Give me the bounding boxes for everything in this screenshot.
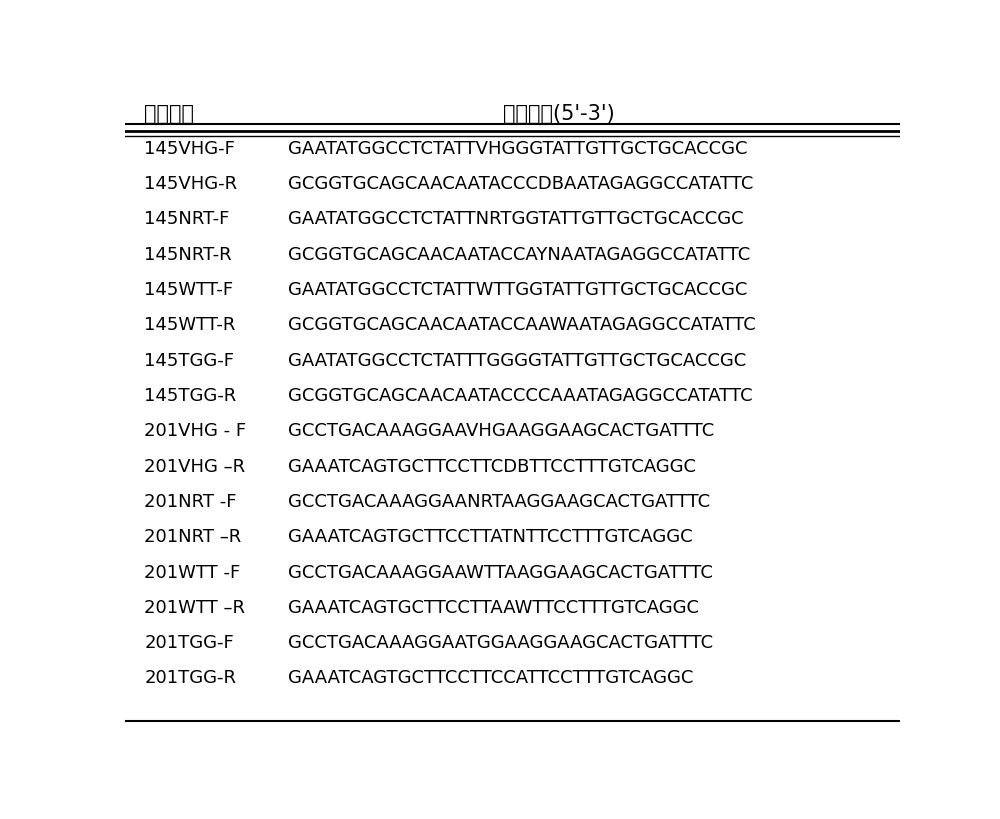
Text: GAAATCAGTGCTTCCTTAAWTTCCTTTGTCAGGC: GAAATCAGTGCTTCCTTAAWTTCCTTTGTCAGGC bbox=[288, 599, 699, 617]
Text: 201TGG-R: 201TGG-R bbox=[144, 669, 236, 687]
Text: 引物名称: 引物名称 bbox=[144, 104, 194, 124]
Text: 201VHG –R: 201VHG –R bbox=[144, 458, 246, 476]
Text: GCGGTGCAGCAACAATACCAYNAATAGAGGCCATATTC: GCGGTGCAGCAACAATACCAYNAATAGAGGCCATATTC bbox=[288, 246, 750, 264]
Text: 145VHG-F: 145VHG-F bbox=[144, 140, 235, 158]
Text: GAAATCAGTGCTTCCTTATNTTCCTTTGTCAGGC: GAAATCAGTGCTTCCTTATNTTCCTTTGTCAGGC bbox=[288, 528, 692, 546]
Text: GAAATCAGTGCTTCCTTCDBTTCCTTTGTCAGGC: GAAATCAGTGCTTCCTTCDBTTCCTTTGTCAGGC bbox=[288, 458, 696, 476]
Text: GAAATCAGTGCTTCCTTCCATTCCTTTGTCAGGC: GAAATCAGTGCTTCCTTCCATTCCTTTGTCAGGC bbox=[288, 669, 693, 687]
Text: 201NRT –R: 201NRT –R bbox=[144, 528, 242, 546]
Text: GCCTGACAAAGGAAVHGAAGGAAGCACTGATTTC: GCCTGACAAAGGAAVHGAAGGAAGCACTGATTTC bbox=[288, 423, 714, 441]
Text: 引物序列(5'-3'): 引物序列(5'-3') bbox=[503, 104, 615, 124]
Text: 145NRT-R: 145NRT-R bbox=[144, 246, 232, 264]
Text: GAATATGGCCTCTATTWTTGGTATTGTTGCTGCACCGC: GAATATGGCCTCTATTWTTGGTATTGTTGCTGCACCGC bbox=[288, 281, 747, 299]
Text: GCCTGACAAAGGAAWTTAAGGAAGCACTGATTTC: GCCTGACAAAGGAAWTTAAGGAAGCACTGATTTC bbox=[288, 563, 713, 581]
Text: 201WTT -F: 201WTT -F bbox=[144, 563, 241, 581]
Text: 201NRT -F: 201NRT -F bbox=[144, 493, 237, 511]
Text: 145WTT-F: 145WTT-F bbox=[144, 281, 234, 299]
Text: 201VHG - F: 201VHG - F bbox=[144, 423, 246, 441]
Text: GCGGTGCAGCAACAATACCCDBAATAGAGGCCATATTC: GCGGTGCAGCAACAATACCCDBAATAGAGGCCATATTC bbox=[288, 175, 753, 193]
Text: GAATATGGCCTCTATTTGGGGTATTGTTGCTGCACCGC: GAATATGGCCTCTATTTGGGGTATTGTTGCTGCACCGC bbox=[288, 351, 746, 369]
Text: GCGGTGCAGCAACAATACCAAWAATAGAGGCCATATTC: GCGGTGCAGCAACAATACCAAWAATAGAGGCCATATTC bbox=[288, 316, 756, 334]
Text: GCCTGACAAAGGAANRTAAGGAAGCACTGATTTC: GCCTGACAAAGGAANRTAAGGAAGCACTGATTTC bbox=[288, 493, 710, 511]
Text: 145TGG-F: 145TGG-F bbox=[144, 351, 234, 369]
Text: 201WTT –R: 201WTT –R bbox=[144, 599, 245, 617]
Text: GAATATGGCCTCTATTNRTGGTATTGTTGCTGCACCGC: GAATATGGCCTCTATTNRTGGTATTGTTGCTGCACCGC bbox=[288, 210, 743, 229]
Text: 145WTT-R: 145WTT-R bbox=[144, 316, 236, 334]
Text: 145TGG-R: 145TGG-R bbox=[144, 387, 237, 405]
Text: 145VHG-R: 145VHG-R bbox=[144, 175, 238, 193]
Text: GAATATGGCCTCTATTVHGGGTATTGTTGCTGCACCGC: GAATATGGCCTCTATTVHGGGTATTGTTGCTGCACCGC bbox=[288, 140, 747, 158]
Text: 201TGG-F: 201TGG-F bbox=[144, 634, 234, 652]
Text: 145NRT-F: 145NRT-F bbox=[144, 210, 230, 229]
Text: GCGGTGCAGCAACAATACCCCAAATAGAGGCCATATTC: GCGGTGCAGCAACAATACCCCAAATAGAGGCCATATTC bbox=[288, 387, 752, 405]
Text: GCCTGACAAAGGAATGGAAGGAAGCACTGATTTC: GCCTGACAAAGGAATGGAAGGAAGCACTGATTTC bbox=[288, 634, 713, 652]
